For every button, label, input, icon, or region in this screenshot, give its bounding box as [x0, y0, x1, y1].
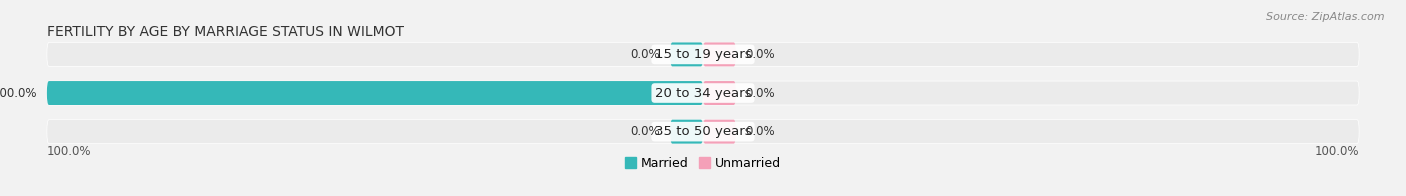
- Legend: Married, Unmarried: Married, Unmarried: [624, 157, 782, 170]
- FancyBboxPatch shape: [46, 120, 1360, 144]
- FancyBboxPatch shape: [46, 81, 703, 105]
- Text: 100.0%: 100.0%: [46, 145, 91, 158]
- Text: 0.0%: 0.0%: [745, 86, 775, 100]
- Text: 100.0%: 100.0%: [1315, 145, 1360, 158]
- FancyBboxPatch shape: [671, 120, 703, 144]
- Text: 20 to 34 years: 20 to 34 years: [655, 86, 751, 100]
- Text: 0.0%: 0.0%: [631, 48, 661, 61]
- FancyBboxPatch shape: [46, 43, 1360, 66]
- Text: 0.0%: 0.0%: [631, 125, 661, 138]
- Text: 0.0%: 0.0%: [745, 48, 775, 61]
- Text: FERTILITY BY AGE BY MARRIAGE STATUS IN WILMOT: FERTILITY BY AGE BY MARRIAGE STATUS IN W…: [46, 25, 404, 39]
- Text: 100.0%: 100.0%: [0, 86, 37, 100]
- Text: Source: ZipAtlas.com: Source: ZipAtlas.com: [1267, 12, 1385, 22]
- FancyBboxPatch shape: [46, 81, 1360, 105]
- FancyBboxPatch shape: [703, 120, 735, 144]
- FancyBboxPatch shape: [671, 43, 703, 66]
- Text: 0.0%: 0.0%: [745, 125, 775, 138]
- FancyBboxPatch shape: [703, 81, 735, 105]
- Text: 15 to 19 years: 15 to 19 years: [655, 48, 751, 61]
- Text: 35 to 50 years: 35 to 50 years: [655, 125, 751, 138]
- FancyBboxPatch shape: [703, 43, 735, 66]
